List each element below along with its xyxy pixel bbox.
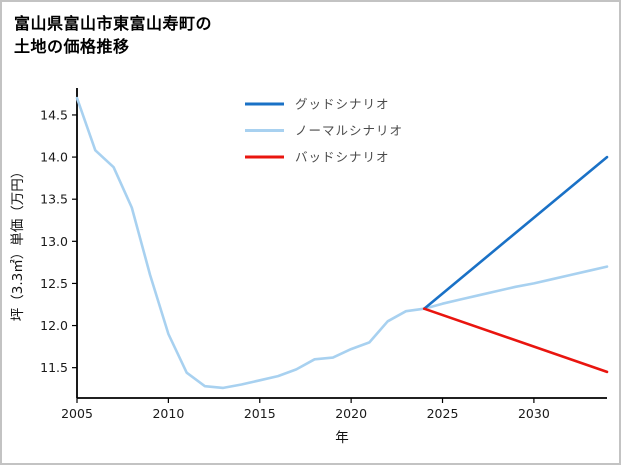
- legend-label-bad-scenario: バッドシナリオ: [295, 150, 390, 165]
- y-tick-label: 14.0: [40, 150, 68, 165]
- series-line-normal-scenario: [75, 96, 609, 390]
- y-axis-label: 坪（3.3㎡）単価（万円）: [10, 165, 26, 321]
- x-tick-label: 2025: [427, 406, 459, 421]
- series-line-good-scenario: [422, 155, 609, 310]
- x-tick-label: 2010: [152, 406, 184, 421]
- chart-title-line-2: 土地の価格推移: [14, 37, 130, 57]
- legend-label-good-scenario: グッドシナリオ: [295, 97, 390, 112]
- chart-title: 富山県富山市東富山寿町の 土地の価格推移: [2, 2, 619, 65]
- x-tick-label: 2020: [335, 406, 367, 421]
- x-tick-label: 2005: [61, 406, 93, 421]
- x-tick-label: 2030: [518, 406, 550, 421]
- y-tick-label: 11.5: [40, 360, 68, 375]
- y-tick-label: 14.5: [40, 107, 68, 122]
- y-tick-label: 13.5: [40, 192, 68, 207]
- x-tick-label: 2015: [244, 406, 276, 421]
- y-tick-label: 12.5: [40, 276, 68, 291]
- y-tick-label: 13.0: [40, 234, 68, 249]
- chart-title-line-1: 富山県富山市東富山寿町の: [14, 14, 213, 33]
- price-trend-chart: 2005 2010 2015 2020 2025 2030 11.5 12.0 12.5 13.0…: [10, 88, 609, 446]
- legend-label-normal-scenario: ノーマルシナリオ: [295, 123, 403, 138]
- series-line-bad-scenario: [422, 307, 609, 374]
- y-tick-label: 12.0: [40, 318, 68, 333]
- x-axis-label: 年: [335, 430, 349, 446]
